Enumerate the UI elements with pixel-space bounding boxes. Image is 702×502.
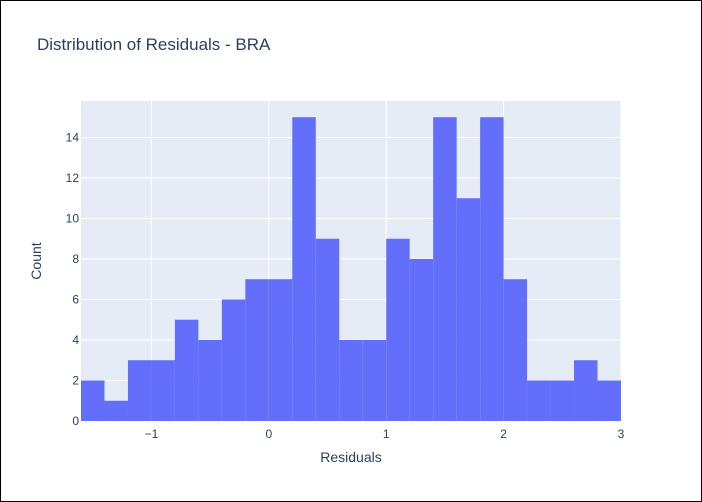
y-axis-ticks: 0 2 4 6 8 10 12 14 [66,130,80,428]
histogram-bar [409,258,434,421]
histogram-bar [104,400,128,421]
x-axis-title: Residuals [320,449,381,465]
histogram-bar [127,360,152,421]
histogram-bar [456,198,481,421]
histogram-bar [433,117,457,422]
histogram-bar [292,117,316,422]
histogram-bar [597,380,621,421]
y-tick-label: 0 [72,414,79,428]
histogram-bar [245,279,269,421]
histogram-bar [268,279,293,421]
x-tick-label: 1 [383,427,390,441]
histogram-bar [386,238,410,421]
histogram-bar [174,319,199,421]
x-tick-label: 2 [500,427,507,441]
histogram-bar [221,299,246,421]
x-axis-ticks: −1 0 1 2 3 [145,427,625,441]
histogram-bar [339,339,363,421]
y-tick-label: 10 [66,211,80,225]
histogram-bar [574,360,598,421]
histogram-bar [527,380,551,421]
histogram-bar [315,238,340,421]
histogram-bar [81,380,105,421]
histogram-bar [503,279,528,421]
y-axis-title: Count [28,242,44,279]
y-tick-label: 6 [72,292,79,306]
histogram-bar [550,380,575,421]
x-tick-label: −1 [145,427,159,441]
histogram-bar [151,360,175,421]
x-tick-label: 3 [618,427,625,441]
chart-title: Distribution of Residuals - BRA [37,35,271,54]
bars [81,117,621,422]
y-tick-label: 4 [72,333,79,347]
histogram-bar [480,117,504,422]
y-tick-label: 12 [66,171,80,185]
y-tick-label: 14 [66,130,80,144]
histogram-bar [198,339,222,421]
histogram-bar [362,339,387,421]
x-tick-label: 0 [265,427,272,441]
y-tick-label: 2 [72,373,79,387]
y-tick-label: 8 [72,252,79,266]
